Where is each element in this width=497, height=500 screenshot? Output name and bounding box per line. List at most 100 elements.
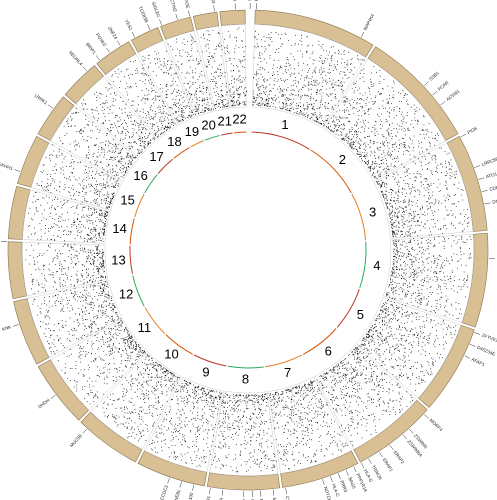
track-frame <box>252 23 366 129</box>
gene-label: APOE <box>183 0 191 9</box>
gene-tick <box>402 434 407 440</box>
gene-label: PRKAR1B <box>254 0 260 1</box>
gene-tick <box>478 177 485 180</box>
inner-track <box>303 328 337 355</box>
track-frame <box>50 319 148 411</box>
chromosome-label: 5 <box>357 307 364 322</box>
chromosome-label: 3 <box>369 205 376 220</box>
scatter-points <box>317 346 413 446</box>
track-frame <box>323 58 446 182</box>
inner-track <box>251 131 310 150</box>
chromosome-label: 16 <box>133 168 147 183</box>
chromosome-label: 19 <box>185 124 199 139</box>
gene-label: OR1 <box>205 495 211 500</box>
gene-label: ZNF24 <box>107 26 119 41</box>
gene-tick <box>131 31 136 38</box>
gene-label: SSB1 <box>428 70 440 82</box>
gene-tick <box>179 481 182 488</box>
track-frame <box>314 344 418 450</box>
track-frame <box>221 23 247 109</box>
chromosome-label: 14 <box>112 221 126 236</box>
gene-tick <box>424 81 429 86</box>
gene-tick <box>481 190 488 192</box>
gene-label: TCEB3B <box>138 5 150 23</box>
gene-tick <box>167 477 170 484</box>
gene-label: C21orf33 <box>209 0 217 4</box>
scatter-points <box>200 30 229 109</box>
gene-tick <box>82 428 87 434</box>
gene-tick <box>48 104 54 109</box>
track-frame <box>75 75 157 158</box>
scatter-points <box>167 34 214 115</box>
scatter-points <box>27 192 109 243</box>
chromosome-label: 1 <box>281 117 288 132</box>
gene-tick <box>14 169 21 172</box>
chromosome-label: 20 <box>201 118 215 133</box>
chromosome-label: 17 <box>149 149 163 164</box>
scatter-points <box>376 147 470 238</box>
track-frame <box>373 142 474 239</box>
chromosome-label: 18 <box>167 134 181 149</box>
gene-tick <box>484 202 491 205</box>
track-frame <box>383 234 475 323</box>
scatter-points <box>25 243 107 295</box>
gene-label: NECTIN2 <box>167 0 178 13</box>
scatter-points <box>211 392 277 473</box>
gene-tick <box>50 394 56 399</box>
scatter-points <box>149 379 223 467</box>
inner-track <box>129 245 133 275</box>
scatter-points <box>224 27 247 107</box>
gene-tick <box>159 19 162 26</box>
inner-track <box>134 193 145 218</box>
track-frame <box>196 25 230 112</box>
inner-track <box>359 241 367 289</box>
chromosome-label: 12 <box>119 287 133 302</box>
gene-tick <box>389 444 394 450</box>
gene-tick <box>338 473 341 480</box>
inner-track <box>310 149 352 194</box>
chromosome-label: 4 <box>373 258 380 273</box>
gene-tick <box>360 462 365 469</box>
inner-track <box>193 354 227 367</box>
gene-tick <box>82 66 87 72</box>
gene-tick <box>368 458 372 465</box>
scatter-points <box>386 235 472 319</box>
chromosome-label: 11 <box>138 320 152 335</box>
gene-tick <box>474 332 481 335</box>
gene-label: YES1 <box>124 19 134 32</box>
scatter-points <box>32 280 122 355</box>
gene-label: GRB10 <box>250 499 255 500</box>
gene-label: HLA-G <box>363 469 374 484</box>
gene-label: LRRC8D <box>481 156 497 167</box>
gene-tick <box>95 55 100 61</box>
gene-label: PRR3 <box>339 480 348 493</box>
gene-label: BAG6 <box>347 476 357 489</box>
inner-track <box>351 193 367 241</box>
gene-label: KNK <box>2 324 12 332</box>
gene-label: ATG16L1 <box>485 169 497 179</box>
gene-label: NEBL <box>173 488 181 500</box>
gene-label: GPR <box>218 497 224 500</box>
track-frame <box>90 352 182 450</box>
inner-track <box>173 147 190 159</box>
gene-tick <box>469 343 476 347</box>
inner-track <box>190 140 204 148</box>
gene-label: MGAT4A <box>241 499 246 500</box>
chromosome-label: 21 <box>217 114 231 129</box>
scatter-points <box>81 82 155 156</box>
scatter-points <box>269 380 348 470</box>
gene-tick <box>353 466 357 473</box>
inner-track <box>336 289 360 328</box>
chromosome-label: 15 <box>120 192 134 207</box>
gene-label: GSTT1 <box>232 0 238 2</box>
track-frame <box>105 53 178 140</box>
inner-track <box>204 134 220 141</box>
gene-label: CD8B <box>489 184 497 192</box>
chromosome-label: 22 <box>232 112 246 127</box>
scatter-points <box>358 299 457 391</box>
gene-tick <box>424 414 429 419</box>
track-frame <box>30 142 123 211</box>
track-frame <box>144 376 223 473</box>
chromosome-label: 9 <box>202 364 209 379</box>
